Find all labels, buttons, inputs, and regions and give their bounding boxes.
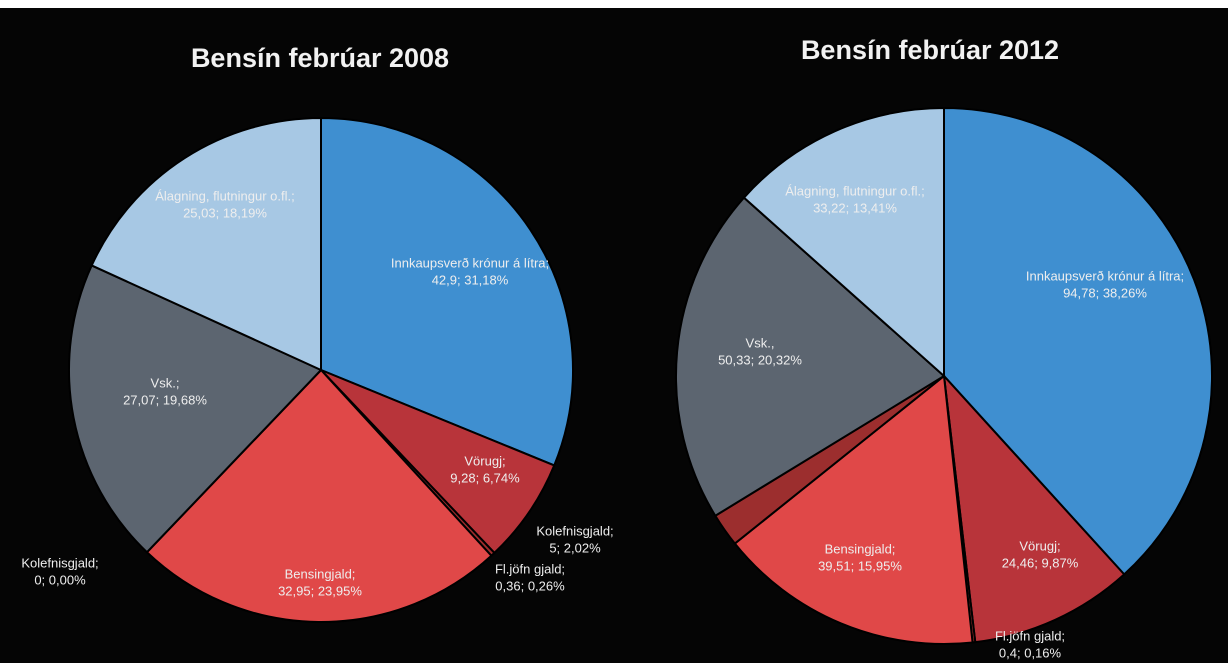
slice-value-label: 42,9; 31,18% bbox=[432, 272, 509, 287]
slice-value-label: 0,4; 0,16% bbox=[999, 645, 1062, 660]
pie-slice bbox=[942, 373, 1126, 644]
slice-label: Vsk., bbox=[746, 335, 775, 350]
pie-slice bbox=[742, 106, 945, 379]
slice-value-label: 32,95; 23,95% bbox=[278, 583, 362, 598]
slice-label: Kolefnisgjald; bbox=[21, 555, 98, 570]
pie-slice bbox=[733, 374, 974, 645]
slice-value-label: 5; 2,02% bbox=[549, 540, 601, 555]
slice-value-label: 39,51; 15,95% bbox=[818, 558, 902, 573]
slice-label: Bensingjald; bbox=[825, 541, 896, 556]
slice-value-label: 33,22; 13,41% bbox=[813, 200, 897, 215]
pie-slice bbox=[145, 368, 493, 623]
slice-value-label: 27,07; 19,68% bbox=[123, 392, 207, 407]
pie-slice bbox=[943, 106, 1213, 576]
slice-label: Vsk.; bbox=[151, 375, 180, 390]
slice-label: Vörugj; bbox=[1019, 538, 1060, 553]
pie-slice bbox=[68, 264, 323, 554]
slice-label: Fl.jöfn gjald; bbox=[495, 561, 565, 576]
slice-label: Innkaupsverð krónur á lítra; bbox=[1026, 268, 1184, 283]
slice-value-label: 0,36; 0,26% bbox=[495, 578, 565, 593]
slice-value-label: 50,33; 20,32% bbox=[718, 352, 802, 367]
chart-title: Bensín febrúar 2008 bbox=[191, 43, 449, 73]
slice-label: Bensingjald; bbox=[285, 566, 356, 581]
slice-label: Kolefnisgjald; bbox=[536, 523, 613, 538]
pie-slice bbox=[675, 196, 946, 518]
pie-slice bbox=[320, 116, 574, 467]
slice-label: Álagning, flutningur o.fl.; bbox=[785, 183, 924, 198]
pie-slice bbox=[320, 369, 556, 555]
slice-value-label: 9,28; 6,74% bbox=[450, 470, 520, 485]
slice-value-label: 25,03; 18,19% bbox=[183, 205, 267, 220]
chart-title: Bensín febrúar 2012 bbox=[801, 35, 1059, 65]
slice-value-label: 94,78; 38,26% bbox=[1063, 285, 1147, 300]
slice-value-label: 24,46; 9,87% bbox=[1002, 555, 1079, 570]
pie-slice bbox=[90, 116, 322, 372]
slice-label: Innkaupsverð krónur á lítra; bbox=[391, 255, 549, 270]
slice-label: Álagning, flutningur o.fl.; bbox=[155, 188, 294, 203]
slice-value-label: 0; 0,00% bbox=[34, 572, 86, 587]
slice-label: Fl.jöfn gjald; bbox=[995, 628, 1065, 643]
slice-label: Vörugj; bbox=[464, 453, 505, 468]
